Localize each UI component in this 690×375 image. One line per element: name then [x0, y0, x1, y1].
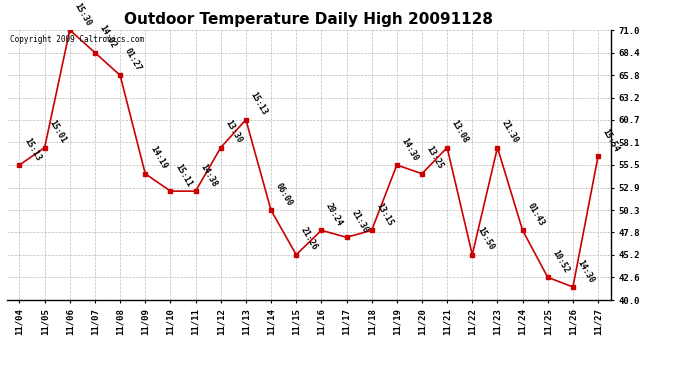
Text: 06:00: 06:00 [274, 182, 294, 207]
Text: 14:30: 14:30 [400, 136, 420, 162]
Text: 13:15: 13:15 [375, 201, 395, 228]
Text: 13:08: 13:08 [450, 118, 470, 145]
Text: 10:52: 10:52 [551, 248, 571, 274]
Text: 21:30: 21:30 [349, 209, 370, 234]
Text: 14:02: 14:02 [98, 24, 118, 50]
Text: 21:30: 21:30 [500, 118, 520, 145]
Text: 14:38: 14:38 [198, 162, 219, 188]
Title: Outdoor Temperature Daily High 20091128: Outdoor Temperature Daily High 20091128 [124, 12, 493, 27]
Text: 15:54: 15:54 [601, 128, 621, 153]
Text: 13:30: 13:30 [224, 118, 244, 145]
Text: 01:27: 01:27 [123, 46, 144, 72]
Text: 15:11: 15:11 [173, 162, 193, 188]
Text: 15:30: 15:30 [72, 1, 93, 27]
Text: 15:50: 15:50 [475, 226, 495, 252]
Text: 14:19: 14:19 [148, 145, 168, 171]
Text: 15:13: 15:13 [22, 136, 43, 162]
Text: 13:25: 13:25 [425, 145, 445, 171]
Text: 20:24: 20:24 [324, 201, 344, 228]
Text: 21:26: 21:26 [299, 226, 319, 252]
Text: Copyright 2009 Caltronics.com: Copyright 2009 Caltronics.com [10, 35, 144, 44]
Text: 01:43: 01:43 [525, 201, 546, 228]
Text: 15:01: 15:01 [48, 118, 68, 145]
Text: 14:30: 14:30 [575, 258, 596, 284]
Text: 15:13: 15:13 [248, 91, 269, 117]
